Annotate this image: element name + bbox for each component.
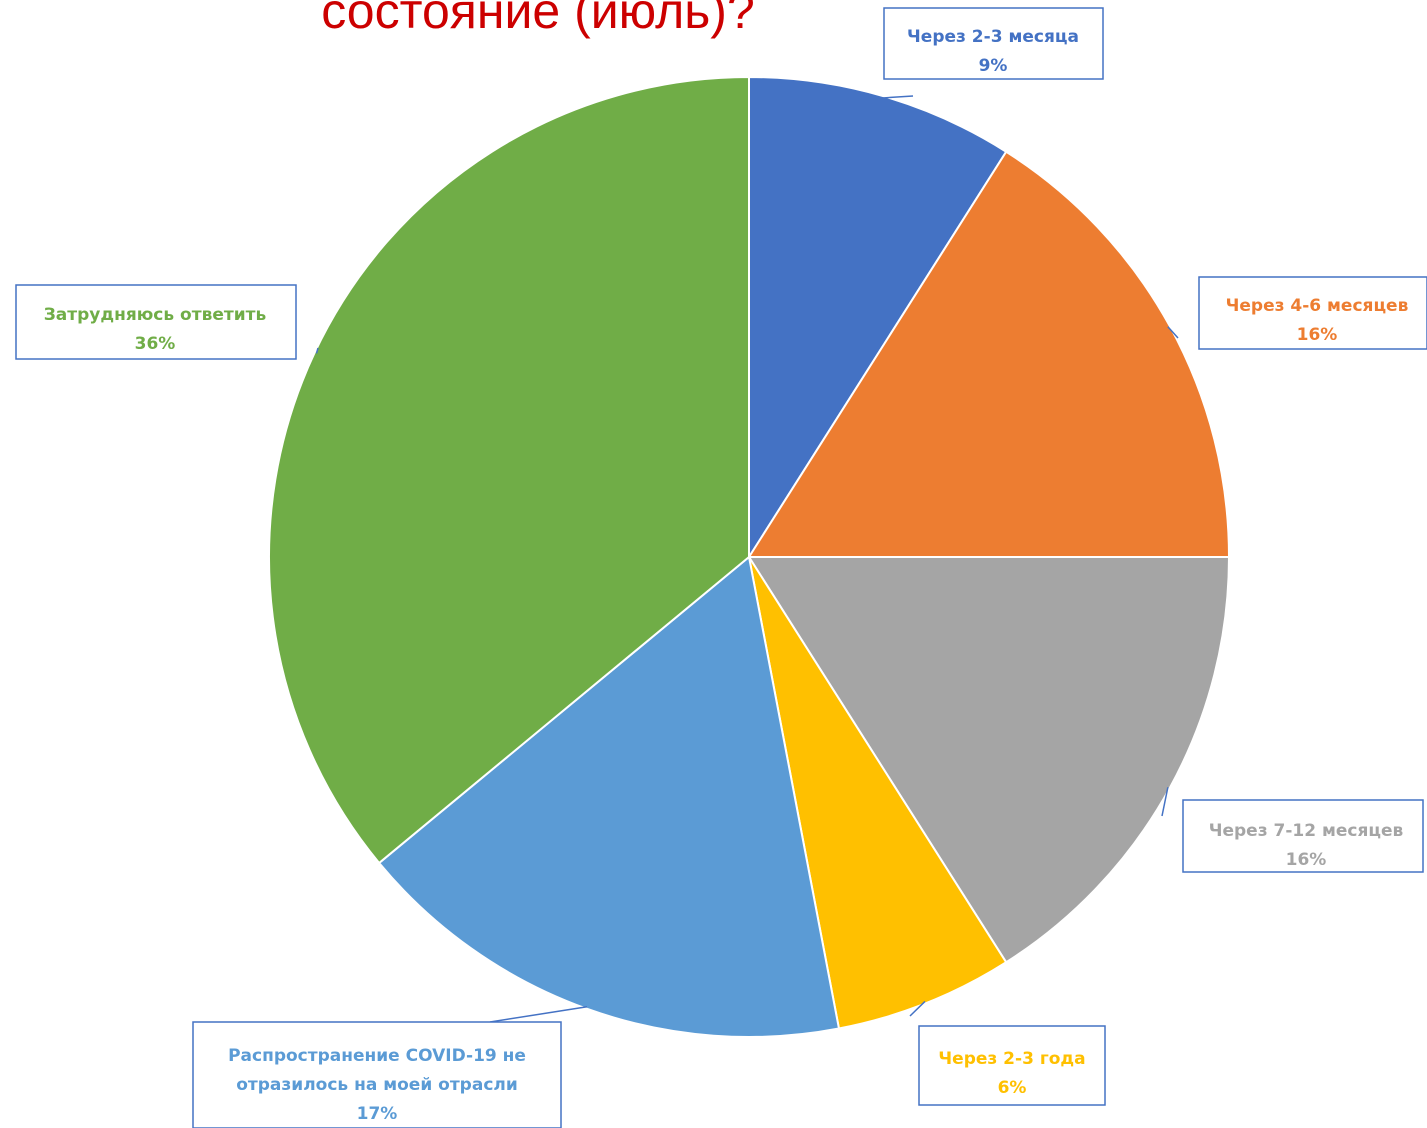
data-label-category: Затрудняюсь ответить <box>44 305 267 325</box>
chart-title: состояние (июль)? <box>321 0 755 39</box>
pie-slice <box>268 75 750 865</box>
pie-slices <box>268 75 1231 1038</box>
pie-slice <box>377 555 841 1038</box>
callout-leader-line <box>882 95 914 99</box>
data-label-category: Через 2-3 года <box>938 1049 1085 1069</box>
callout-box <box>192 1021 562 1128</box>
data-label-value: 6% <box>998 1078 1027 1098</box>
data-label-category: Через 4-6 месяцев <box>1226 296 1409 316</box>
callout-leader-line <box>909 1000 926 1017</box>
data-label-category: Через 2-3 месяца <box>907 27 1079 47</box>
callout-box <box>918 1025 1106 1106</box>
pie-slice <box>748 75 1008 561</box>
data-label-category: Распространение COVID-19 не <box>228 1046 526 1066</box>
callout-leader-line <box>489 1006 588 1023</box>
pie-slice <box>747 150 1231 558</box>
pie-slice <box>747 556 1231 964</box>
data-label-callouts: Через 2-3 месяца 9% Через 4-6 месяцев 16% Че… <box>15 7 1427 1128</box>
data-label-category: Через 7-12 месяцев <box>1209 821 1404 841</box>
callout-leader-line <box>1167 326 1179 339</box>
callout-box <box>1198 276 1427 350</box>
callout-box <box>883 7 1104 80</box>
data-label-value: 36% <box>135 334 176 354</box>
callout-box <box>1182 799 1424 873</box>
callout-leader-line <box>1161 787 1169 817</box>
data-label-value: 16% <box>1286 850 1327 870</box>
callout-leader-line <box>315 347 319 354</box>
data-label-value: 16% <box>1297 325 1338 345</box>
data-label-category: отразилось на моей отрасли <box>236 1075 518 1095</box>
data-label-value: 17% <box>357 1104 398 1124</box>
callout-box <box>15 284 297 360</box>
pie-slice <box>748 556 1008 1030</box>
data-label-value: 9% <box>979 56 1008 76</box>
